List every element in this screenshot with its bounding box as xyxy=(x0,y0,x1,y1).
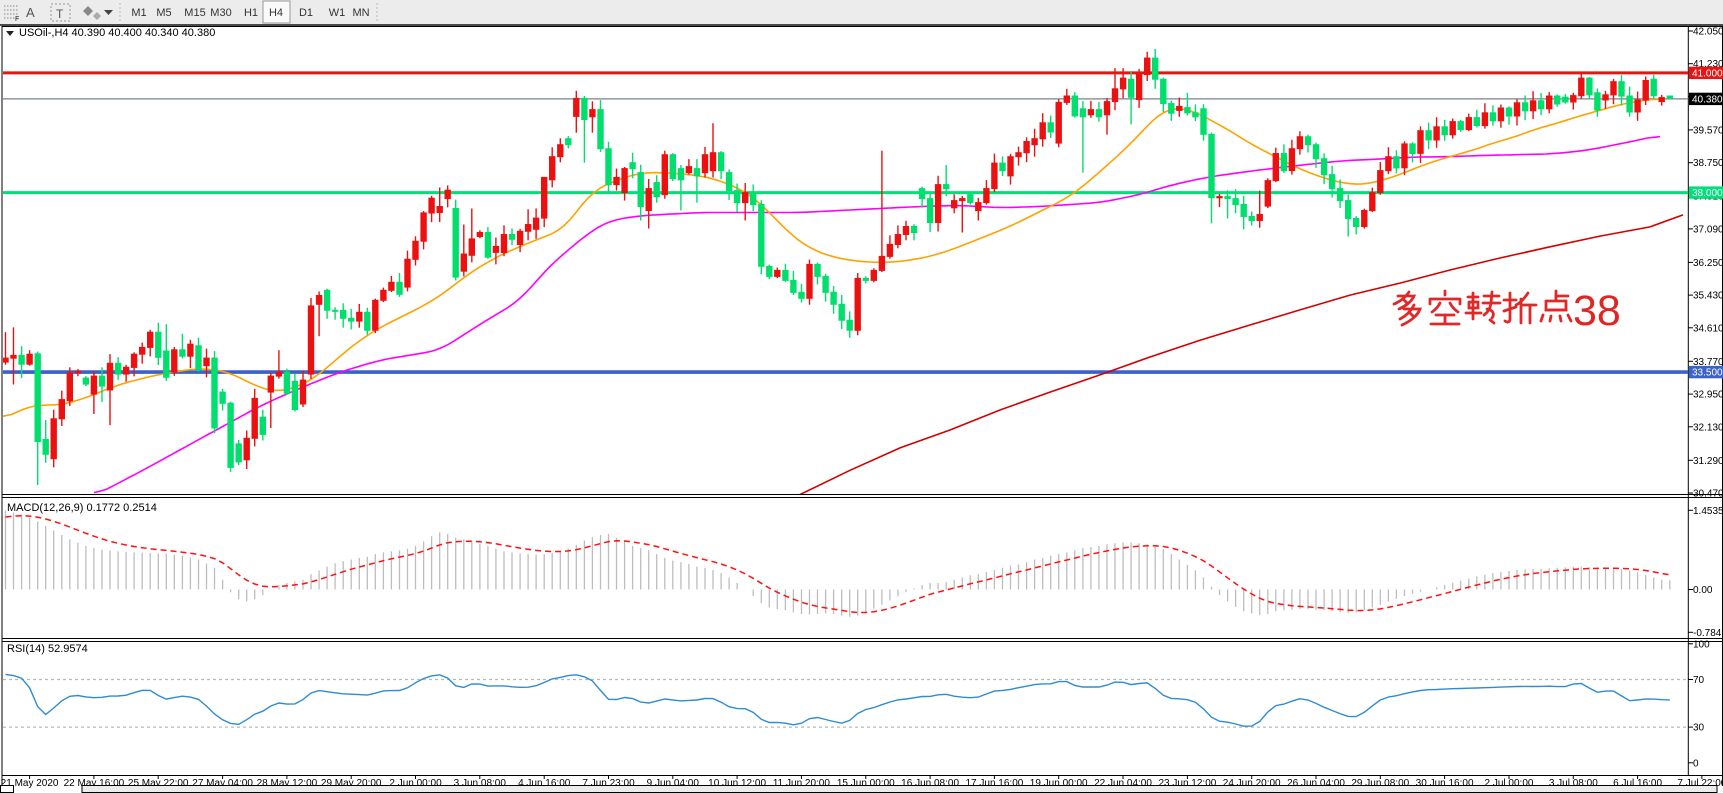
svg-text:27 May 04:00: 27 May 04:00 xyxy=(192,778,253,789)
svg-text:D1: D1 xyxy=(299,7,313,19)
svg-text:RSI(14) 52.9574: RSI(14) 52.9574 xyxy=(7,643,88,655)
svg-text:15 Jun 00:00: 15 Jun 00:00 xyxy=(837,778,895,789)
svg-text:MACD(12,26,9) 0.1772 0.2514: MACD(12,26,9) 0.1772 0.2514 xyxy=(7,502,157,514)
svg-text:F: F xyxy=(15,16,19,23)
svg-text:38.750: 38.750 xyxy=(1693,158,1723,169)
svg-text:17 Jun 16:00: 17 Jun 16:00 xyxy=(965,778,1023,789)
svg-text:M1: M1 xyxy=(131,7,146,19)
svg-text:M5: M5 xyxy=(156,7,171,19)
svg-text:70: 70 xyxy=(1693,675,1705,686)
svg-text:41.000: 41.000 xyxy=(1692,68,1723,79)
svg-text:6 Jul 16:00: 6 Jul 16:00 xyxy=(1613,778,1662,789)
svg-text:24 Jun 20:00: 24 Jun 20:00 xyxy=(1223,778,1281,789)
svg-text:2 Jul 00:00: 2 Jul 00:00 xyxy=(1485,778,1534,789)
svg-text:0: 0 xyxy=(1693,758,1699,769)
svg-text:22 May 16:00: 22 May 16:00 xyxy=(64,778,125,789)
svg-text:A: A xyxy=(26,5,35,20)
svg-text:36.250: 36.250 xyxy=(1693,258,1723,269)
svg-text:22 Jun 04:00: 22 Jun 04:00 xyxy=(1094,778,1152,789)
svg-text:29 May 20:00: 29 May 20:00 xyxy=(321,778,382,789)
svg-text:21 May 2020: 21 May 2020 xyxy=(1,778,59,789)
svg-text:4 Jun 16:00: 4 Jun 16:00 xyxy=(518,778,571,789)
svg-text:10 Jun 12:00: 10 Jun 12:00 xyxy=(708,778,766,789)
svg-text:11 Jun 20:00: 11 Jun 20:00 xyxy=(773,778,831,789)
svg-text:1.4535: 1.4535 xyxy=(1693,506,1723,517)
svg-text:42.050: 42.050 xyxy=(1693,27,1723,38)
svg-text:41.230: 41.230 xyxy=(1693,59,1723,70)
svg-text:30: 30 xyxy=(1693,723,1705,734)
svg-text:0.00: 0.00 xyxy=(1693,585,1713,596)
svg-text:M15: M15 xyxy=(184,7,205,19)
svg-text:34.610: 34.610 xyxy=(1693,323,1723,334)
svg-text:40.380: 40.380 xyxy=(1692,94,1723,105)
svg-text:39.570: 39.570 xyxy=(1693,125,1723,136)
svg-text:7 Jul 22:00: 7 Jul 22:00 xyxy=(1677,778,1723,789)
svg-text:35.430: 35.430 xyxy=(1693,291,1723,302)
svg-text:T: T xyxy=(56,7,64,21)
svg-text:31.290: 31.290 xyxy=(1693,456,1723,467)
svg-text:33.770: 33.770 xyxy=(1693,357,1723,368)
svg-text:32.130: 32.130 xyxy=(1693,422,1723,433)
svg-text:38: 38 xyxy=(1573,287,1621,335)
svg-text:100: 100 xyxy=(1693,639,1710,650)
svg-text:19 Jun 00:00: 19 Jun 00:00 xyxy=(1030,778,1088,789)
svg-text:30.470: 30.470 xyxy=(1693,489,1723,500)
svg-text:W1: W1 xyxy=(329,7,346,19)
svg-text:7 Jun 23:00: 7 Jun 23:00 xyxy=(582,778,635,789)
svg-text:33.500: 33.500 xyxy=(1692,368,1723,379)
svg-text:16 Jun 08:00: 16 Jun 08:00 xyxy=(901,778,959,789)
svg-text:30 Jun 16:00: 30 Jun 16:00 xyxy=(1416,778,1474,789)
svg-text:29 Jun 08:00: 29 Jun 08:00 xyxy=(1351,778,1409,789)
svg-text:32.950: 32.950 xyxy=(1693,390,1723,401)
svg-text:38.000: 38.000 xyxy=(1692,188,1723,199)
svg-text:H1: H1 xyxy=(244,7,258,19)
svg-text:28 May 12:00: 28 May 12:00 xyxy=(257,778,318,789)
svg-text:USOil-,H4 40.390 40.400 40.34: USOil-,H4 40.390 40.400 40.340 40.380 xyxy=(19,27,215,39)
svg-text:9 Jun 04:00: 9 Jun 04:00 xyxy=(647,778,700,789)
svg-text:-0.7845: -0.7845 xyxy=(1693,628,1723,639)
svg-text:M30: M30 xyxy=(210,7,231,19)
svg-text:23 Jun 12:00: 23 Jun 12:00 xyxy=(1158,778,1216,789)
svg-text:2 Jun 00:00: 2 Jun 00:00 xyxy=(389,778,442,789)
svg-text:MN: MN xyxy=(352,7,369,19)
svg-text:3 Jul 08:00: 3 Jul 08:00 xyxy=(1549,778,1598,789)
svg-text:3 Jun 08:00: 3 Jun 08:00 xyxy=(454,778,507,789)
svg-text:H4: H4 xyxy=(269,7,283,19)
svg-text:26 Jun 04:00: 26 Jun 04:00 xyxy=(1287,778,1345,789)
svg-text:25 May 22:00: 25 May 22:00 xyxy=(128,778,189,789)
svg-text:37.090: 37.090 xyxy=(1693,224,1723,235)
